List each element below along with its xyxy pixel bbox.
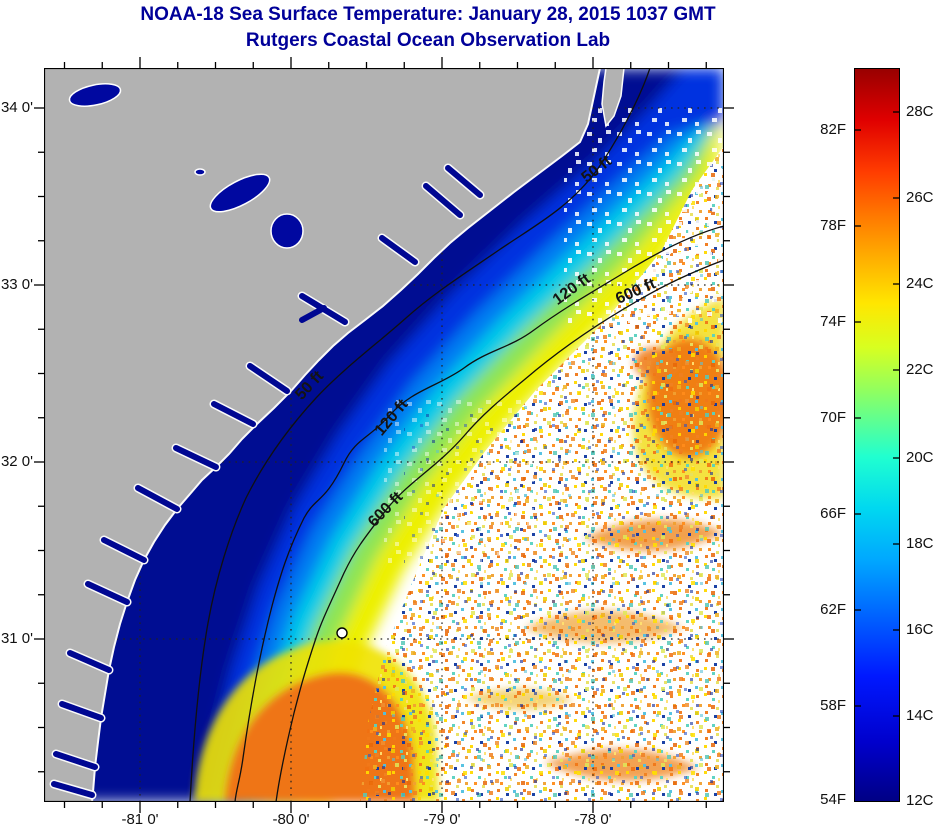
lon-label: -81 0' bbox=[121, 811, 159, 828]
contour-600ft bbox=[275, 259, 724, 802]
land-mass bbox=[44, 68, 625, 802]
contour-120ft bbox=[234, 225, 724, 802]
lon-label: -78 0' bbox=[574, 811, 612, 828]
colorbar-fahrenheit-label: 78F bbox=[820, 217, 846, 234]
depth-contours bbox=[189, 68, 724, 802]
colorbar-celsius-label: 26C bbox=[906, 189, 934, 206]
lon-label: -79 0' bbox=[423, 811, 461, 828]
station-marker bbox=[336, 627, 348, 639]
cloud-edge-mottling bbox=[564, 108, 724, 328]
colorbar-celsius-label: 16C bbox=[906, 621, 934, 638]
title-block: NOAA-18 Sea Surface Temperature: January… bbox=[44, 2, 812, 54]
map-frame bbox=[44, 68, 724, 802]
lat-label: 34 0' bbox=[0, 99, 33, 116]
lat-label: 33 0' bbox=[0, 276, 33, 293]
cape-peninsula bbox=[601, 68, 625, 128]
colorbar-celsius-label: 20C bbox=[906, 449, 934, 466]
colorbar-fahrenheit-label: 82F bbox=[820, 121, 846, 138]
page-subtitle: Rutgers Coastal Ocean Observation Lab bbox=[245, 30, 611, 51]
inland-lakes bbox=[68, 83, 304, 249]
colorbar-celsius-label: 12C bbox=[906, 792, 934, 809]
colorbar-celsius-label: 28C bbox=[906, 103, 934, 120]
page-title: NOAA-18 Sea Surface Temperature: January… bbox=[140, 4, 716, 25]
sst-map-canvas bbox=[44, 68, 724, 802]
lon-label: -80 0' bbox=[272, 811, 310, 828]
estuary-inlets bbox=[49, 163, 485, 800]
cold-speckles bbox=[404, 408, 544, 568]
colorbar bbox=[854, 68, 900, 802]
colorbar-fahrenheit-label: 74F bbox=[820, 313, 846, 330]
colorbar-fahrenheit-label: 58F bbox=[820, 697, 846, 714]
colorbar-celsius-label: 24C bbox=[906, 275, 934, 292]
colorbar-celsius-label: 18C bbox=[906, 535, 934, 552]
lat-label: 32 0' bbox=[0, 453, 33, 470]
colorbar-fahrenheit-label: 54F bbox=[820, 791, 846, 808]
colorbar-fahrenheit-label: 70F bbox=[820, 409, 846, 426]
contour-50ft bbox=[189, 68, 651, 802]
colorbar-fahrenheit-label: 66F bbox=[820, 505, 846, 522]
colorbar-celsius-label: 22C bbox=[906, 361, 934, 378]
lat-label: 31 0' bbox=[0, 630, 33, 647]
colorbar-celsius-label: 14C bbox=[906, 707, 934, 724]
colorbar-fahrenheit-label: 62F bbox=[820, 601, 846, 618]
